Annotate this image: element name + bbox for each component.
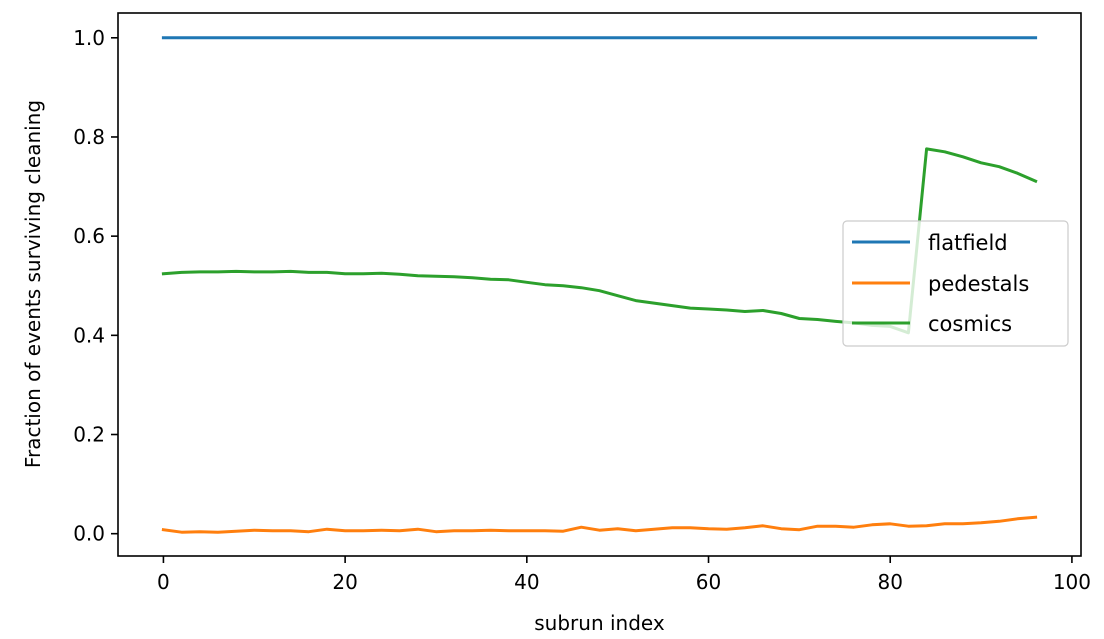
series-line-pedestals [161, 515, 1038, 534]
legend-label-cosmics: cosmics [928, 312, 1012, 336]
y-tick-label: 0.6 [73, 224, 105, 248]
y-tick-label: 0.2 [73, 423, 105, 447]
y-tick-label: 1.0 [73, 26, 105, 50]
x-tick-label: 20 [332, 570, 357, 594]
y-tick-label: 0.4 [73, 323, 105, 347]
x-tick-label: 60 [696, 570, 721, 594]
plot-frame [117, 12, 1082, 557]
y-tick-label: 0.0 [73, 522, 105, 546]
x-tick-label: 100 [1053, 570, 1091, 594]
y-axis-label: Fraction of events surviving cleaning [21, 100, 45, 468]
x-axis-ticks: 0 20 40 60 80 100 [157, 556, 1091, 594]
legend-label-pedestals: pedestals [928, 272, 1029, 296]
x-tick-label: 40 [514, 570, 539, 594]
legend-label-flatfield: flatfield [928, 231, 1008, 255]
x-axis-label: subrun index [534, 611, 665, 635]
y-axis-ticks: 0.0 0.2 0.4 0.6 0.8 1.0 [73, 26, 118, 546]
legend: flatfield pedestals cosmics [842, 220, 1069, 347]
x-tick-label: 0 [157, 570, 170, 594]
y-tick-label: 0.8 [73, 125, 105, 149]
x-tick-label: 80 [877, 570, 902, 594]
legend-frame [842, 220, 1069, 347]
